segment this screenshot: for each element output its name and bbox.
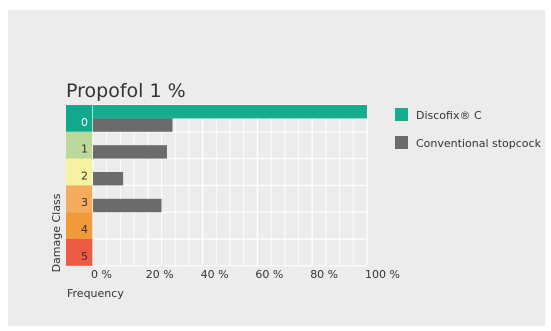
chart-panel — [8, 10, 545, 326]
damage-class-label: 3 — [81, 196, 88, 209]
legend-swatch — [395, 108, 408, 121]
damage-class-cell — [66, 105, 93, 132]
x-tick-label: 0 % — [91, 268, 112, 281]
chart-title: Propofol 1 % — [66, 80, 186, 102]
damage-class-label: 0 — [81, 116, 88, 129]
x-tick-label: 60 % — [255, 268, 283, 281]
x-tick-label: 80 % — [310, 268, 338, 281]
damage-class-cell — [66, 212, 93, 239]
bar-conventional-stopcock — [93, 118, 173, 132]
bars — [93, 105, 367, 213]
damage-class-label: 2 — [81, 169, 88, 182]
y-axis-label: Damage Class — [50, 193, 63, 272]
bar-conventional-stopcock — [93, 198, 162, 213]
damage-class-cell — [66, 131, 93, 159]
bar-discofix-c — [93, 105, 367, 119]
x-tick-label: 40 % — [201, 268, 229, 281]
damage-class-label: 1 — [81, 143, 88, 156]
x-axis-label: Frequency — [67, 287, 124, 300]
damage-class-cell — [66, 185, 93, 213]
x-tick-labels: 0 % 20 % 40 % 60 % 80 % 100 % — [91, 268, 400, 281]
damage-class-cell — [66, 239, 93, 266]
bar-conventional-stopcock — [93, 172, 124, 186]
damage-class-label: 4 — [81, 223, 88, 236]
damage-class-cells: 0 1 2 3 4 5 — [66, 105, 93, 266]
damage-class-cell — [66, 158, 93, 186]
x-tick-label: 20 % — [146, 268, 174, 281]
legend-label: Conventional stopcock — [416, 137, 542, 150]
x-tick-label: 100 % — [365, 268, 400, 281]
legend-label: Discofix® C — [416, 109, 482, 122]
legend-swatch — [395, 136, 408, 149]
bar-conventional-stopcock — [93, 145, 167, 159]
legend: Discofix® C Conventional stopcock — [395, 108, 542, 150]
damage-class-label: 5 — [81, 250, 88, 263]
